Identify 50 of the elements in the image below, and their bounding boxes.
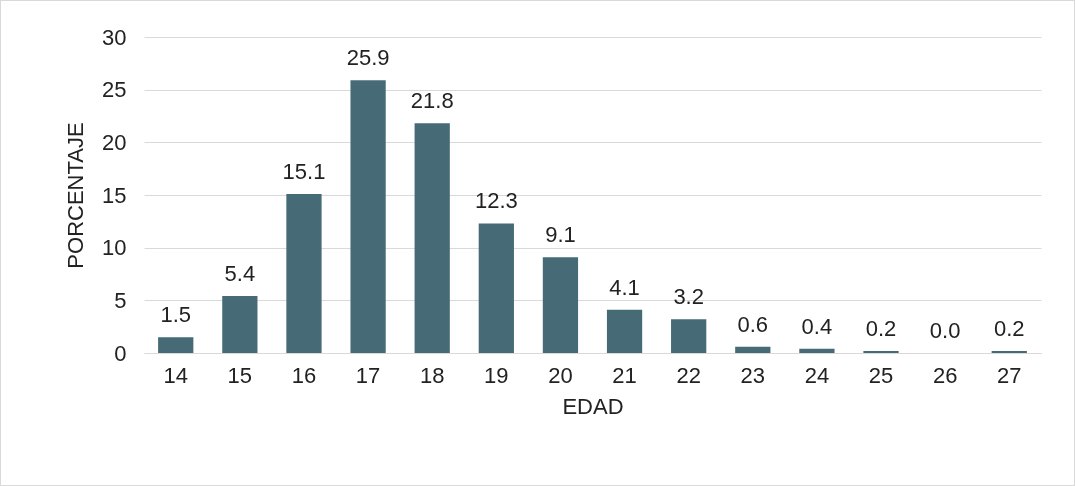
x-tick-label: 20	[548, 362, 573, 388]
data-label: 9.1	[545, 222, 576, 248]
y-tick-label: 10	[102, 235, 127, 261]
bar	[414, 123, 450, 353]
y-tick-label: 0	[114, 340, 127, 366]
x-tick-label: 24	[804, 362, 830, 388]
y-tick-label: 5	[114, 287, 127, 313]
bar	[542, 257, 579, 353]
y-tick-label: 30	[102, 24, 127, 50]
data-label: 1.5	[160, 302, 192, 328]
bar	[991, 350, 1027, 353]
y-axis-title: PORCENTAJE	[63, 122, 89, 269]
data-label: 0.0	[929, 318, 961, 343]
x-tick-label: 27	[997, 362, 1022, 388]
x-tick-label: 26	[932, 362, 958, 388]
bar	[735, 346, 771, 353]
data-label: 21.8	[410, 88, 454, 114]
x-tick-label: 19	[484, 362, 509, 388]
x-tick-label: 21	[612, 362, 637, 388]
bar	[350, 80, 386, 353]
x-axis-title: EDAD	[562, 393, 624, 419]
x-tick-label: 17	[355, 362, 381, 388]
data-label: 0.6	[737, 311, 769, 337]
data-label: 25.9	[346, 45, 390, 71]
bar	[222, 296, 258, 353]
y-tick-label: 15	[102, 182, 127, 208]
bar	[671, 319, 707, 353]
bar	[158, 337, 194, 353]
data-label: 3.2	[673, 284, 704, 310]
x-tick-label: 14	[163, 362, 188, 388]
y-tick-label: 20	[102, 129, 127, 155]
data-label: 15.1	[282, 158, 326, 184]
bar	[799, 348, 835, 353]
data-label: 5.4	[224, 261, 256, 287]
x-tick-label: 25	[868, 362, 894, 388]
data-label: 12.3	[474, 188, 518, 214]
bar	[606, 309, 643, 353]
data-label: 0.2	[865, 315, 897, 341]
y-tick-label: 25	[102, 77, 127, 103]
x-tick-label: 23	[740, 362, 766, 388]
x-tick-label: 15	[227, 362, 253, 388]
bar	[478, 223, 514, 353]
x-tick-label: 22	[676, 362, 701, 388]
data-label: 4.1	[609, 274, 640, 300]
x-tick-label: 16	[291, 362, 317, 388]
data-label: 0.2	[993, 315, 1025, 341]
bar	[286, 193, 322, 353]
bar	[863, 350, 899, 353]
data-label: 0.4	[801, 313, 833, 339]
x-tick-label: 18	[419, 362, 445, 388]
